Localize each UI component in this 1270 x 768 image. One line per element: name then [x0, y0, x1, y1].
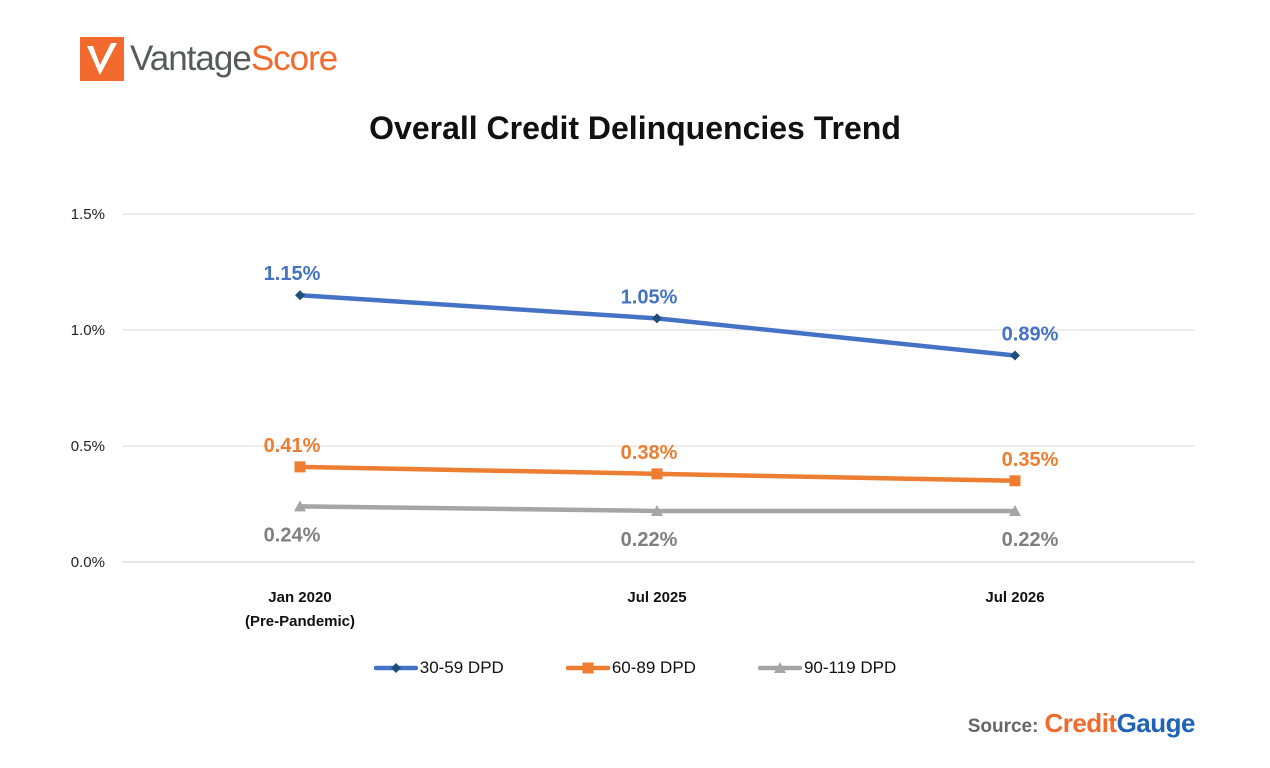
- vantagescore-logo-icon: [80, 37, 124, 81]
- y-tick-label: 0.5%: [71, 438, 105, 455]
- data-label: 0.22%: [621, 529, 678, 551]
- vantagescore-logo: VantageScore: [80, 36, 338, 82]
- y-tick-label: 1.0%: [71, 322, 105, 339]
- legend-label: 60-89 DPD: [611, 658, 696, 677]
- chart-title: Overall Credit Delinquencies Trend: [369, 110, 901, 146]
- data-label: 0.41%: [264, 435, 321, 457]
- data-label: 1.15%: [264, 263, 321, 285]
- data-point-marker: [651, 504, 663, 516]
- data-point-marker: [1010, 350, 1020, 361]
- legend-swatch: [757, 662, 802, 673]
- legend-label: 90-119 DPD: [803, 658, 897, 677]
- chart-legend: 30-59 DPD 60-89 DPD 90-119 DPD: [0, 658, 1270, 678]
- data-point-marker: [1009, 504, 1021, 516]
- data-label: 0.35%: [1002, 449, 1059, 471]
- logo-text-vantage: Vantage: [130, 39, 252, 78]
- legend-swatch: [565, 662, 610, 674]
- legend-label: 30-59 DPD: [419, 658, 504, 677]
- legend-swatch: [373, 663, 418, 673]
- data-point-marker: [294, 500, 306, 512]
- source-label: Source:: [967, 716, 1039, 737]
- source-credit: Source: CreditGauge: [967, 708, 1196, 739]
- data-point-marker: [295, 290, 305, 301]
- logo-wordmark: VantageScore: [130, 37, 338, 81]
- legend-item: 30-59 DPD: [373, 658, 504, 678]
- data-label: 0.89%: [1002, 324, 1059, 346]
- data-point-marker: [651, 468, 663, 480]
- creditgauge-text-gauge: Gauge: [1116, 708, 1196, 738]
- data-point-marker: [652, 313, 662, 324]
- creditgauge-logo: CreditGauge: [1044, 708, 1195, 739]
- y-tick-label: 1.5%: [71, 206, 105, 223]
- creditgauge-text-credit: Credit: [1044, 708, 1117, 738]
- x-tick-label: Jan 2020: [268, 589, 331, 606]
- data-label: 0.22%: [1002, 529, 1059, 551]
- y-tick-label: 0.0%: [71, 554, 105, 571]
- data-label: 1.05%: [621, 286, 678, 308]
- legend-item: 60-89 DPD: [565, 658, 696, 678]
- data-point-marker: [294, 461, 306, 473]
- logo-text-score: Score: [250, 39, 338, 78]
- data-point-marker: [1009, 475, 1021, 487]
- x-tick-label-sub: (Pre-Pandemic): [245, 613, 355, 630]
- x-tick-label: Jul 2026: [985, 589, 1044, 606]
- x-tick-label: Jul 2025: [627, 589, 686, 606]
- legend-item: 90-119 DPD: [757, 658, 897, 678]
- data-label: 0.24%: [264, 524, 321, 546]
- line-chart: 0.0% 0.5% 1.0% 1.5% Jan 2020 (Pre-Pandemic) Ju…: [71, 206, 1195, 630]
- data-label: 0.38%: [621, 442, 678, 464]
